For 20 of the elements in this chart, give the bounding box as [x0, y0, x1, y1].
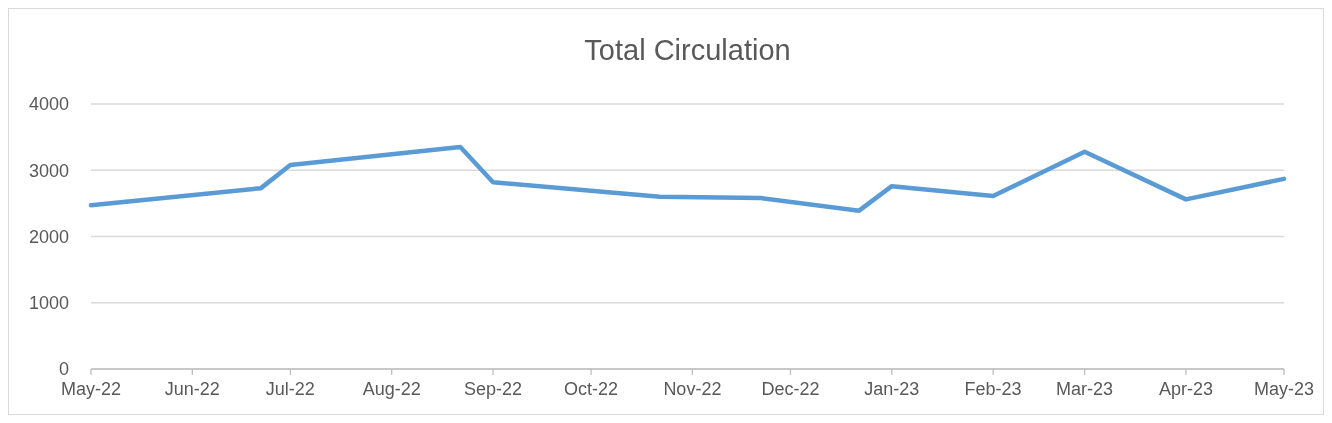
y-tick-label: 0: [58, 359, 69, 380]
y-tick-label: 1000: [28, 293, 69, 314]
y-tick-label: 4000: [28, 94, 69, 115]
x-tick-label: Feb-23: [964, 379, 1022, 399]
chart-title: Total Circulation: [584, 34, 791, 66]
x-tick-label: Sep-22: [464, 379, 523, 399]
x-tick-label: Apr-23: [1158, 379, 1213, 399]
x-tick-label: Mar-23: [1056, 379, 1114, 399]
x-tick-label: May-22: [60, 379, 122, 399]
x-tick-label: May-23: [1253, 379, 1315, 399]
y-tick-label: 2000: [28, 226, 69, 247]
x-tick-label: Jan-23: [864, 379, 920, 399]
x-tick-label: Dec-22: [761, 379, 820, 399]
x-tick-label: Aug-22: [362, 379, 421, 399]
x-tick-label: Jun-22: [164, 379, 220, 399]
x-tick-label: Oct-22: [564, 379, 619, 399]
x-tick-label: Jul-22: [265, 379, 315, 399]
x-tick-label: Nov-22: [663, 379, 722, 399]
line-series: [88, 144, 1287, 213]
y-tick-label: 3000: [28, 160, 69, 181]
